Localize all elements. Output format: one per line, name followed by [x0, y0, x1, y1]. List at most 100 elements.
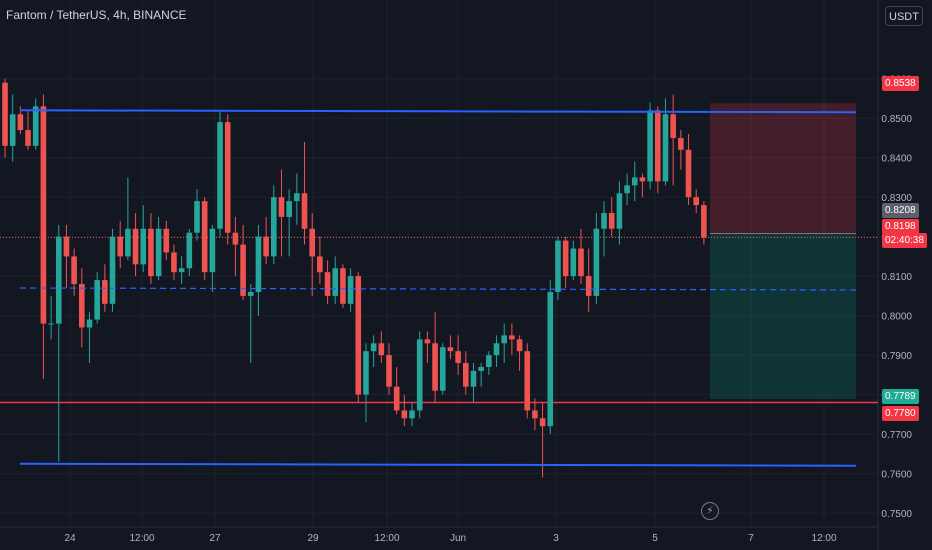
candle-body — [117, 236, 123, 257]
candle-body — [178, 268, 185, 273]
y-tick-label: 0.7900 — [881, 351, 912, 362]
candle-body — [631, 177, 638, 186]
x-tick-label: 27 — [209, 533, 221, 544]
candle-body — [332, 268, 339, 296]
candle-body — [363, 351, 369, 395]
candle-body — [194, 201, 200, 233]
candle-body — [555, 240, 561, 292]
candle-body — [701, 205, 707, 238]
candle-body — [2, 82, 8, 146]
lightning-icon[interactable]: ⚡ — [701, 502, 719, 520]
candle-body — [678, 137, 684, 150]
candle-body — [570, 248, 577, 277]
candle-body — [232, 232, 239, 245]
candle-body — [593, 228, 600, 296]
candle-body — [670, 114, 676, 138]
candle-body — [340, 268, 346, 304]
candle-body — [501, 335, 507, 344]
candle-body — [148, 228, 154, 277]
candle-body — [94, 280, 100, 320]
candle-body — [102, 280, 108, 304]
candle-body — [685, 149, 692, 198]
candle-body — [447, 347, 454, 352]
candle-body — [478, 366, 484, 371]
candle-body — [455, 351, 461, 364]
y-tick-label: 0.7500 — [881, 509, 912, 520]
candle-body — [578, 248, 584, 277]
currency-button[interactable]: USDT — [885, 6, 923, 26]
candle-body — [647, 110, 653, 182]
y-tick-label: 0.8300 — [881, 193, 912, 204]
candle-body — [516, 339, 523, 352]
candle-body — [278, 197, 285, 217]
candle-body — [393, 386, 400, 411]
candle-body — [624, 185, 630, 194]
candle-body — [132, 228, 139, 265]
candle-body — [155, 228, 162, 277]
candle-body — [286, 201, 292, 217]
candle-body — [486, 355, 492, 367]
y-tick-label: 0.8400 — [881, 154, 912, 165]
x-tick-label: 12:00 — [811, 533, 836, 544]
candle-body — [655, 110, 661, 182]
y-tick-label: 0.7700 — [881, 430, 912, 441]
candle-body — [301, 193, 308, 229]
candle-body — [25, 130, 31, 146]
candle-body — [224, 122, 231, 233]
candle-body — [585, 276, 592, 296]
candle-body — [186, 232, 193, 269]
channel-top-line — [19, 109, 857, 114]
x-tick-label: 5 — [652, 533, 658, 544]
candle-body — [355, 276, 362, 395]
candle-body — [424, 339, 431, 344]
candle-body — [601, 212, 607, 229]
candle-body — [608, 212, 615, 229]
candle-body — [386, 355, 392, 387]
x-tick-label: 12:00 — [374, 533, 399, 544]
candle-body — [547, 291, 554, 427]
candle-body — [201, 201, 208, 273]
candle-body — [401, 410, 408, 419]
candle-body — [32, 106, 39, 146]
candle-body — [247, 291, 254, 296]
y-tick-label: 0.8000 — [881, 312, 912, 323]
candle-body — [9, 114, 16, 146]
candle-body — [539, 418, 546, 427]
candle-body — [309, 228, 315, 257]
candle-body — [432, 343, 438, 391]
candle-body — [209, 228, 216, 273]
candle-body — [63, 236, 70, 257]
candle-body — [171, 252, 177, 273]
candle-body — [524, 351, 531, 411]
x-tick-label: 3 — [553, 533, 559, 544]
take-profit-price-tag: 0.7789 — [882, 389, 919, 404]
y-tick-label: 0.8500 — [881, 114, 912, 125]
support-price-tag: 0.7780 — [882, 406, 919, 421]
candle-body — [324, 272, 331, 296]
symbol-title[interactable]: Fantom / TetherUS, 4h, BINANCE — [6, 8, 187, 22]
candle-body — [109, 236, 116, 304]
candle-body — [294, 193, 300, 202]
candle-body — [493, 343, 500, 356]
y-tick-label: 0.8100 — [881, 272, 912, 283]
candle-body — [125, 228, 131, 257]
x-tick-label: Jun — [450, 533, 466, 544]
bar-countdown-tag: 02:40:38 — [882, 233, 927, 248]
candle-body — [378, 343, 385, 356]
stop-loss-zone — [710, 103, 856, 234]
candle-body — [40, 106, 47, 324]
stop-loss-price-tag: 0.8538 — [882, 76, 919, 91]
take-profit-zone — [710, 233, 856, 399]
x-tick-label: 24 — [64, 533, 76, 544]
candle-body — [693, 197, 699, 206]
candle-body — [55, 236, 62, 324]
candle-body — [463, 363, 469, 387]
candle-body — [470, 370, 477, 387]
x-tick-label: 29 — [307, 533, 319, 544]
candle-body — [71, 256, 77, 285]
candle-body — [48, 323, 54, 325]
previous-price-tag: 0.8208 — [882, 203, 919, 218]
candle-body — [255, 236, 262, 292]
